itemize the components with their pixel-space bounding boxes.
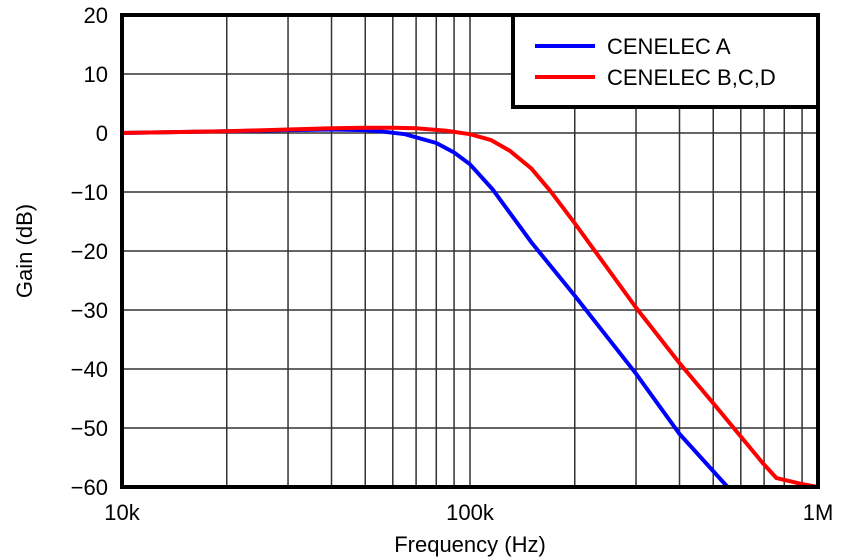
plot-frame <box>120 13 820 489</box>
y-tick-label: 20 <box>84 3 108 28</box>
series-line-1 <box>121 125 819 489</box>
y-tick-label: −50 <box>71 416 108 441</box>
x-tick-labels: 10k 100k 1M <box>104 500 833 525</box>
y-tick-label: −40 <box>71 357 108 382</box>
y-tick-label: −60 <box>71 475 108 500</box>
y-tick-labels: 20 10 0 −10 −20 −30 −40 −50 −60 <box>71 3 108 500</box>
series-lines <box>121 125 819 489</box>
x-tick-label: 10k <box>104 500 140 525</box>
legend: CENELEC A CENELEC B,C,D <box>511 13 820 109</box>
legend-label-cenelec-bcd: CENELEC B,C,D <box>607 65 776 90</box>
x-tick-label: 1M <box>803 500 834 525</box>
legend-label-cenelec-a: CENELEC A <box>607 34 731 59</box>
y-axis-label: Gain (dB) <box>12 204 37 298</box>
y-tick-label: −20 <box>71 239 108 264</box>
y-tick-label: 10 <box>84 62 108 87</box>
y-tick-label: −30 <box>71 298 108 323</box>
legend-box <box>511 13 820 109</box>
y-tick-label: −10 <box>71 180 108 205</box>
y-tick-label: 0 <box>96 121 108 146</box>
x-tick-label: 100k <box>446 500 495 525</box>
x-axis-label: Frequency (Hz) <box>394 532 546 557</box>
